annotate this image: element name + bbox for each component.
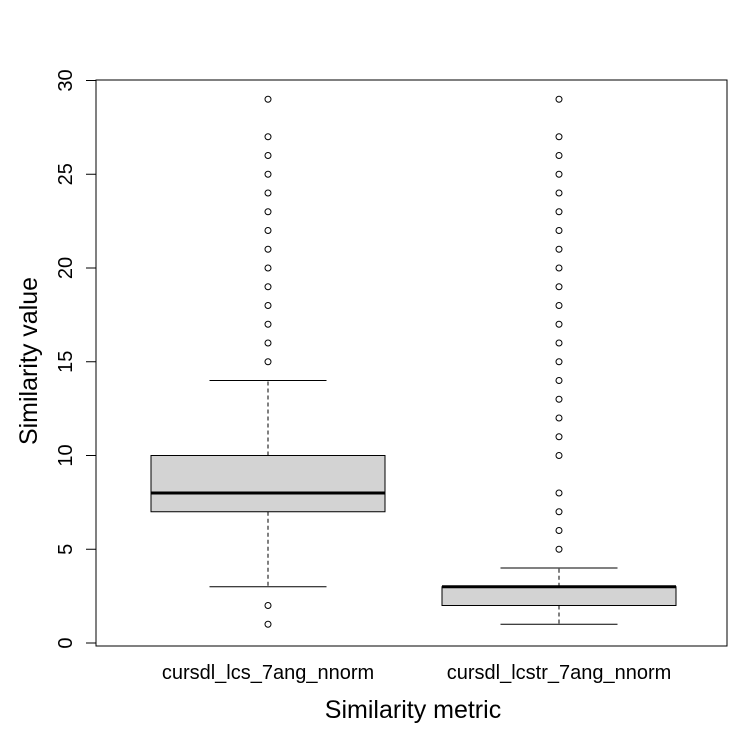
outlier-point [555, 339, 563, 347]
outlier-point [264, 95, 272, 103]
outlier-point [264, 302, 272, 309]
outlier-point [555, 433, 563, 441]
box-2 [441, 95, 677, 625]
outlier-point [264, 208, 272, 216]
box-1 [150, 95, 386, 628]
y-tick-label: 25 [55, 163, 77, 185]
boxes [150, 95, 677, 628]
outlier-point [264, 133, 272, 141]
outlier-point [555, 208, 563, 216]
outlier-point [555, 377, 563, 384]
iqr-box [441, 586, 677, 606]
y-axis-title: Similarity value [15, 277, 43, 445]
y-tick-label: 30 [55, 69, 77, 91]
outlier-point [555, 302, 563, 309]
outlier-point [555, 489, 563, 497]
outlier-point [264, 320, 272, 328]
outlier-point [555, 452, 563, 459]
outlier-point [264, 358, 272, 366]
x-axis: cursdl_lcs_7ang_nnorm cursdl_lcstr_7ang_n… [162, 662, 671, 684]
outlier-point [264, 245, 272, 253]
outlier-point [555, 358, 563, 366]
x-tick-label: cursdl_lcs_7ang_nnorm [162, 662, 374, 684]
outlier-point [555, 414, 563, 422]
outlier-point [264, 227, 272, 234]
y-tick-label: 5 [55, 544, 77, 555]
outlier-point [555, 264, 563, 272]
outlier-point [264, 189, 272, 197]
y-tick-label: 10 [55, 444, 77, 466]
outlier-point [555, 283, 563, 291]
outlier-point [264, 152, 272, 159]
outlier-point [555, 527, 563, 534]
outlier-point [555, 170, 563, 178]
outlier-point [264, 339, 272, 347]
y-axis: 0 5 10 15 20 25 30 [55, 69, 97, 649]
outlier-point [264, 620, 272, 628]
outlier-point [555, 227, 563, 234]
outlier-point [555, 95, 563, 103]
outlier-point [264, 602, 272, 609]
y-tick-label: 0 [55, 637, 77, 648]
outlier-point [264, 170, 272, 178]
x-axis-title: Similarity metric [325, 696, 501, 724]
plot-frame [95, 79, 728, 647]
outlier-point [555, 189, 563, 197]
outlier-point [555, 545, 563, 553]
outlier-point [264, 264, 272, 272]
outlier-point [555, 245, 563, 253]
outlier-point [555, 152, 563, 159]
outlier-point [555, 320, 563, 328]
x-tick-label: cursdl_lcstr_7ang_nnorm [447, 662, 672, 684]
y-tick-label: 20 [55, 257, 77, 279]
outlier-point [264, 283, 272, 291]
outlier-point [555, 133, 563, 141]
outlier-point [555, 395, 563, 403]
y-tick-label: 15 [55, 351, 77, 373]
iqr-box [150, 455, 386, 513]
outlier-point [555, 508, 563, 516]
